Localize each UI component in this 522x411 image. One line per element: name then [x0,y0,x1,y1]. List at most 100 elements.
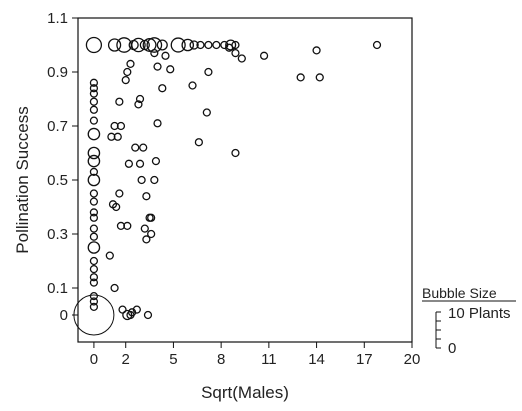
data-point [89,189,99,198]
x-tick-label: 14 [308,351,325,368]
data-point [372,40,382,50]
y-tick-label: 0.1 [47,280,68,297]
data-point [151,156,161,166]
data-point [89,291,99,301]
data-point [196,40,205,50]
data-point [128,39,139,51]
data-point [89,224,99,233]
plot-layer [73,36,382,336]
data-point [158,84,167,93]
data-point [124,159,134,168]
data-point [87,127,101,141]
data-point [89,208,99,217]
x-tick-label: 20 [404,351,421,368]
data-point [166,65,175,74]
data-point [131,143,140,152]
y-tick-label: 0 [60,307,68,324]
data-point [137,175,146,185]
data-point [89,89,99,98]
data-point [89,197,99,206]
x-tick-label: 8 [217,351,225,368]
x-tick-label: 2 [122,351,130,368]
y-axis-title: Pollination Success [13,106,32,253]
data-point [147,229,156,239]
x-tick-label: 5 [169,351,177,368]
data-point [123,67,132,77]
data-point [89,167,99,177]
data-point [296,73,305,82]
data-point [122,309,133,321]
data-point [231,148,240,158]
data-point [140,224,149,233]
x-tick-label: 11 [261,351,277,368]
data-point [131,37,146,53]
data-point [237,54,246,63]
data-point [87,241,101,254]
data-point [110,283,119,293]
legend-max-label: 10 Plants [448,305,511,322]
data-point [132,305,141,314]
data-point [181,38,195,52]
data-point [87,146,101,160]
data-point [142,38,157,52]
data-point [204,67,213,77]
data-point [115,189,124,198]
data-point [89,256,99,266]
data-point [89,97,99,106]
data-point [153,119,162,128]
x-tick-label: 0 [90,351,98,368]
data-point [73,294,115,336]
axes-layer: 0 2 5 8 11 14 17 20 0 0.1 0.3 0.5 0.7 0.9 1.1 Sqrt(Male… [13,10,420,402]
data-point [189,40,199,50]
data-point [202,108,211,117]
data-point [142,235,151,244]
data-point [123,221,132,231]
data-point [118,305,127,314]
data-point [156,39,168,51]
y-tick-label: 0.9 [47,64,68,81]
data-point [135,159,145,168]
y-tick-label: 1.1 [47,10,68,27]
data-point [134,100,143,109]
data-point [107,38,122,52]
data-point [150,175,159,185]
data-point [212,40,221,50]
data-point [126,59,135,69]
data-point [89,297,99,306]
data-point [87,154,101,168]
data-point [116,121,126,131]
data-point [89,105,99,114]
data-point [113,132,122,141]
data-point [231,48,240,58]
legend-min-label: 0 [448,340,456,357]
data-point [204,40,213,50]
data-point [85,36,103,54]
data-point [312,46,321,55]
data-point [170,37,186,53]
legend-title: Bubble Size [422,285,497,301]
data-point [153,62,162,71]
x-tick-label: 17 [356,351,373,368]
data-point [188,81,197,90]
data-point [115,97,124,106]
legend: Bubble Size 10 Plants 0 [422,285,516,357]
data-point [89,116,99,125]
data-point [89,273,99,282]
data-point [87,173,101,187]
data-point [139,143,148,152]
data-point [89,232,99,241]
data-point [89,78,99,87]
data-point [315,73,324,82]
data-point [147,213,156,222]
data-point [259,51,269,60]
y-tick-label: 0.5 [47,172,68,189]
data-point [89,84,99,93]
data-point [89,213,99,222]
data-point [194,138,203,147]
data-point [121,75,130,85]
data-point [89,264,99,274]
y-tick-label: 0.3 [47,226,68,243]
y-tick-label: 0.7 [47,118,68,135]
